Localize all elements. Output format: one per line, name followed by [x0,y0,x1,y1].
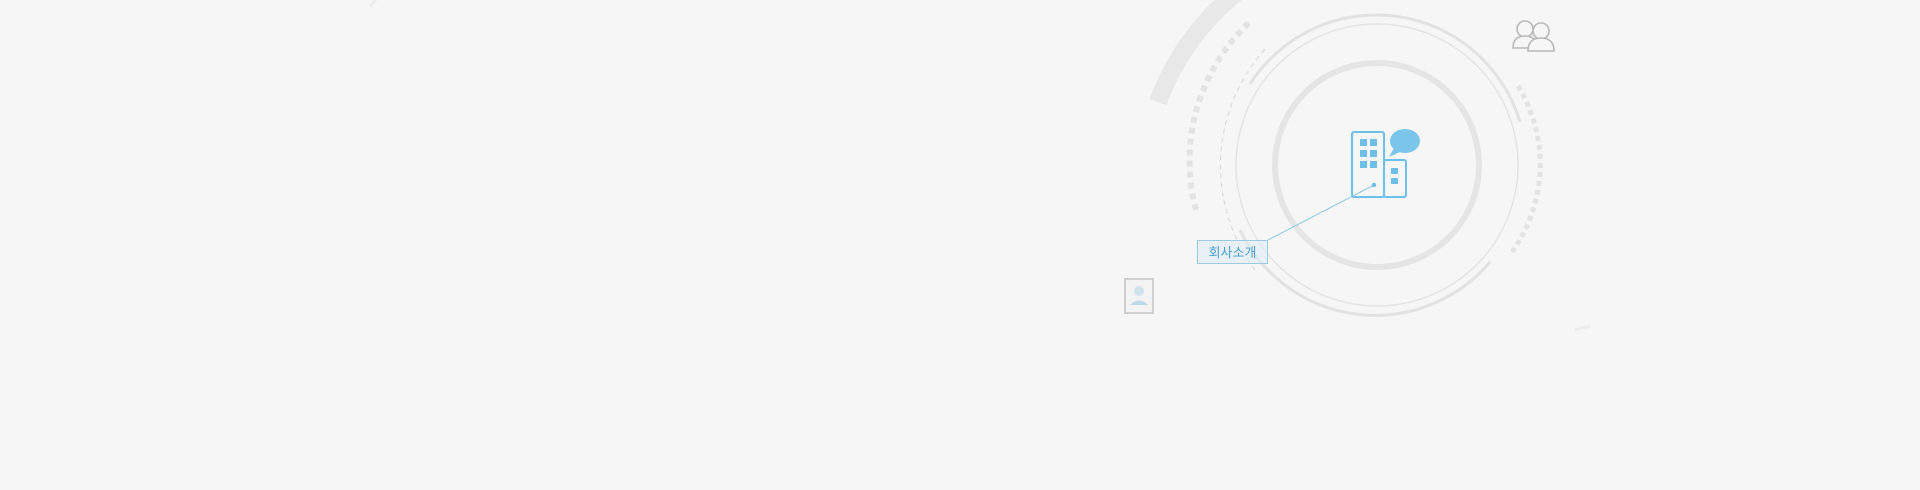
connector-dot [1371,182,1377,188]
large-arc [1149,0,1242,106]
dashed-arc-left [1186,17,1255,211]
outer-arc-bottom [1238,229,1492,317]
dashed-arc-right [1509,84,1543,254]
company-intro-label[interactable]: 회사소개 [1197,240,1268,264]
connector-line [1267,184,1375,241]
thin-ring [1235,23,1519,307]
main-ring [1272,60,1482,270]
outer-arc-top [1248,13,1522,123]
thin-dashed-arc [1219,47,1267,271]
